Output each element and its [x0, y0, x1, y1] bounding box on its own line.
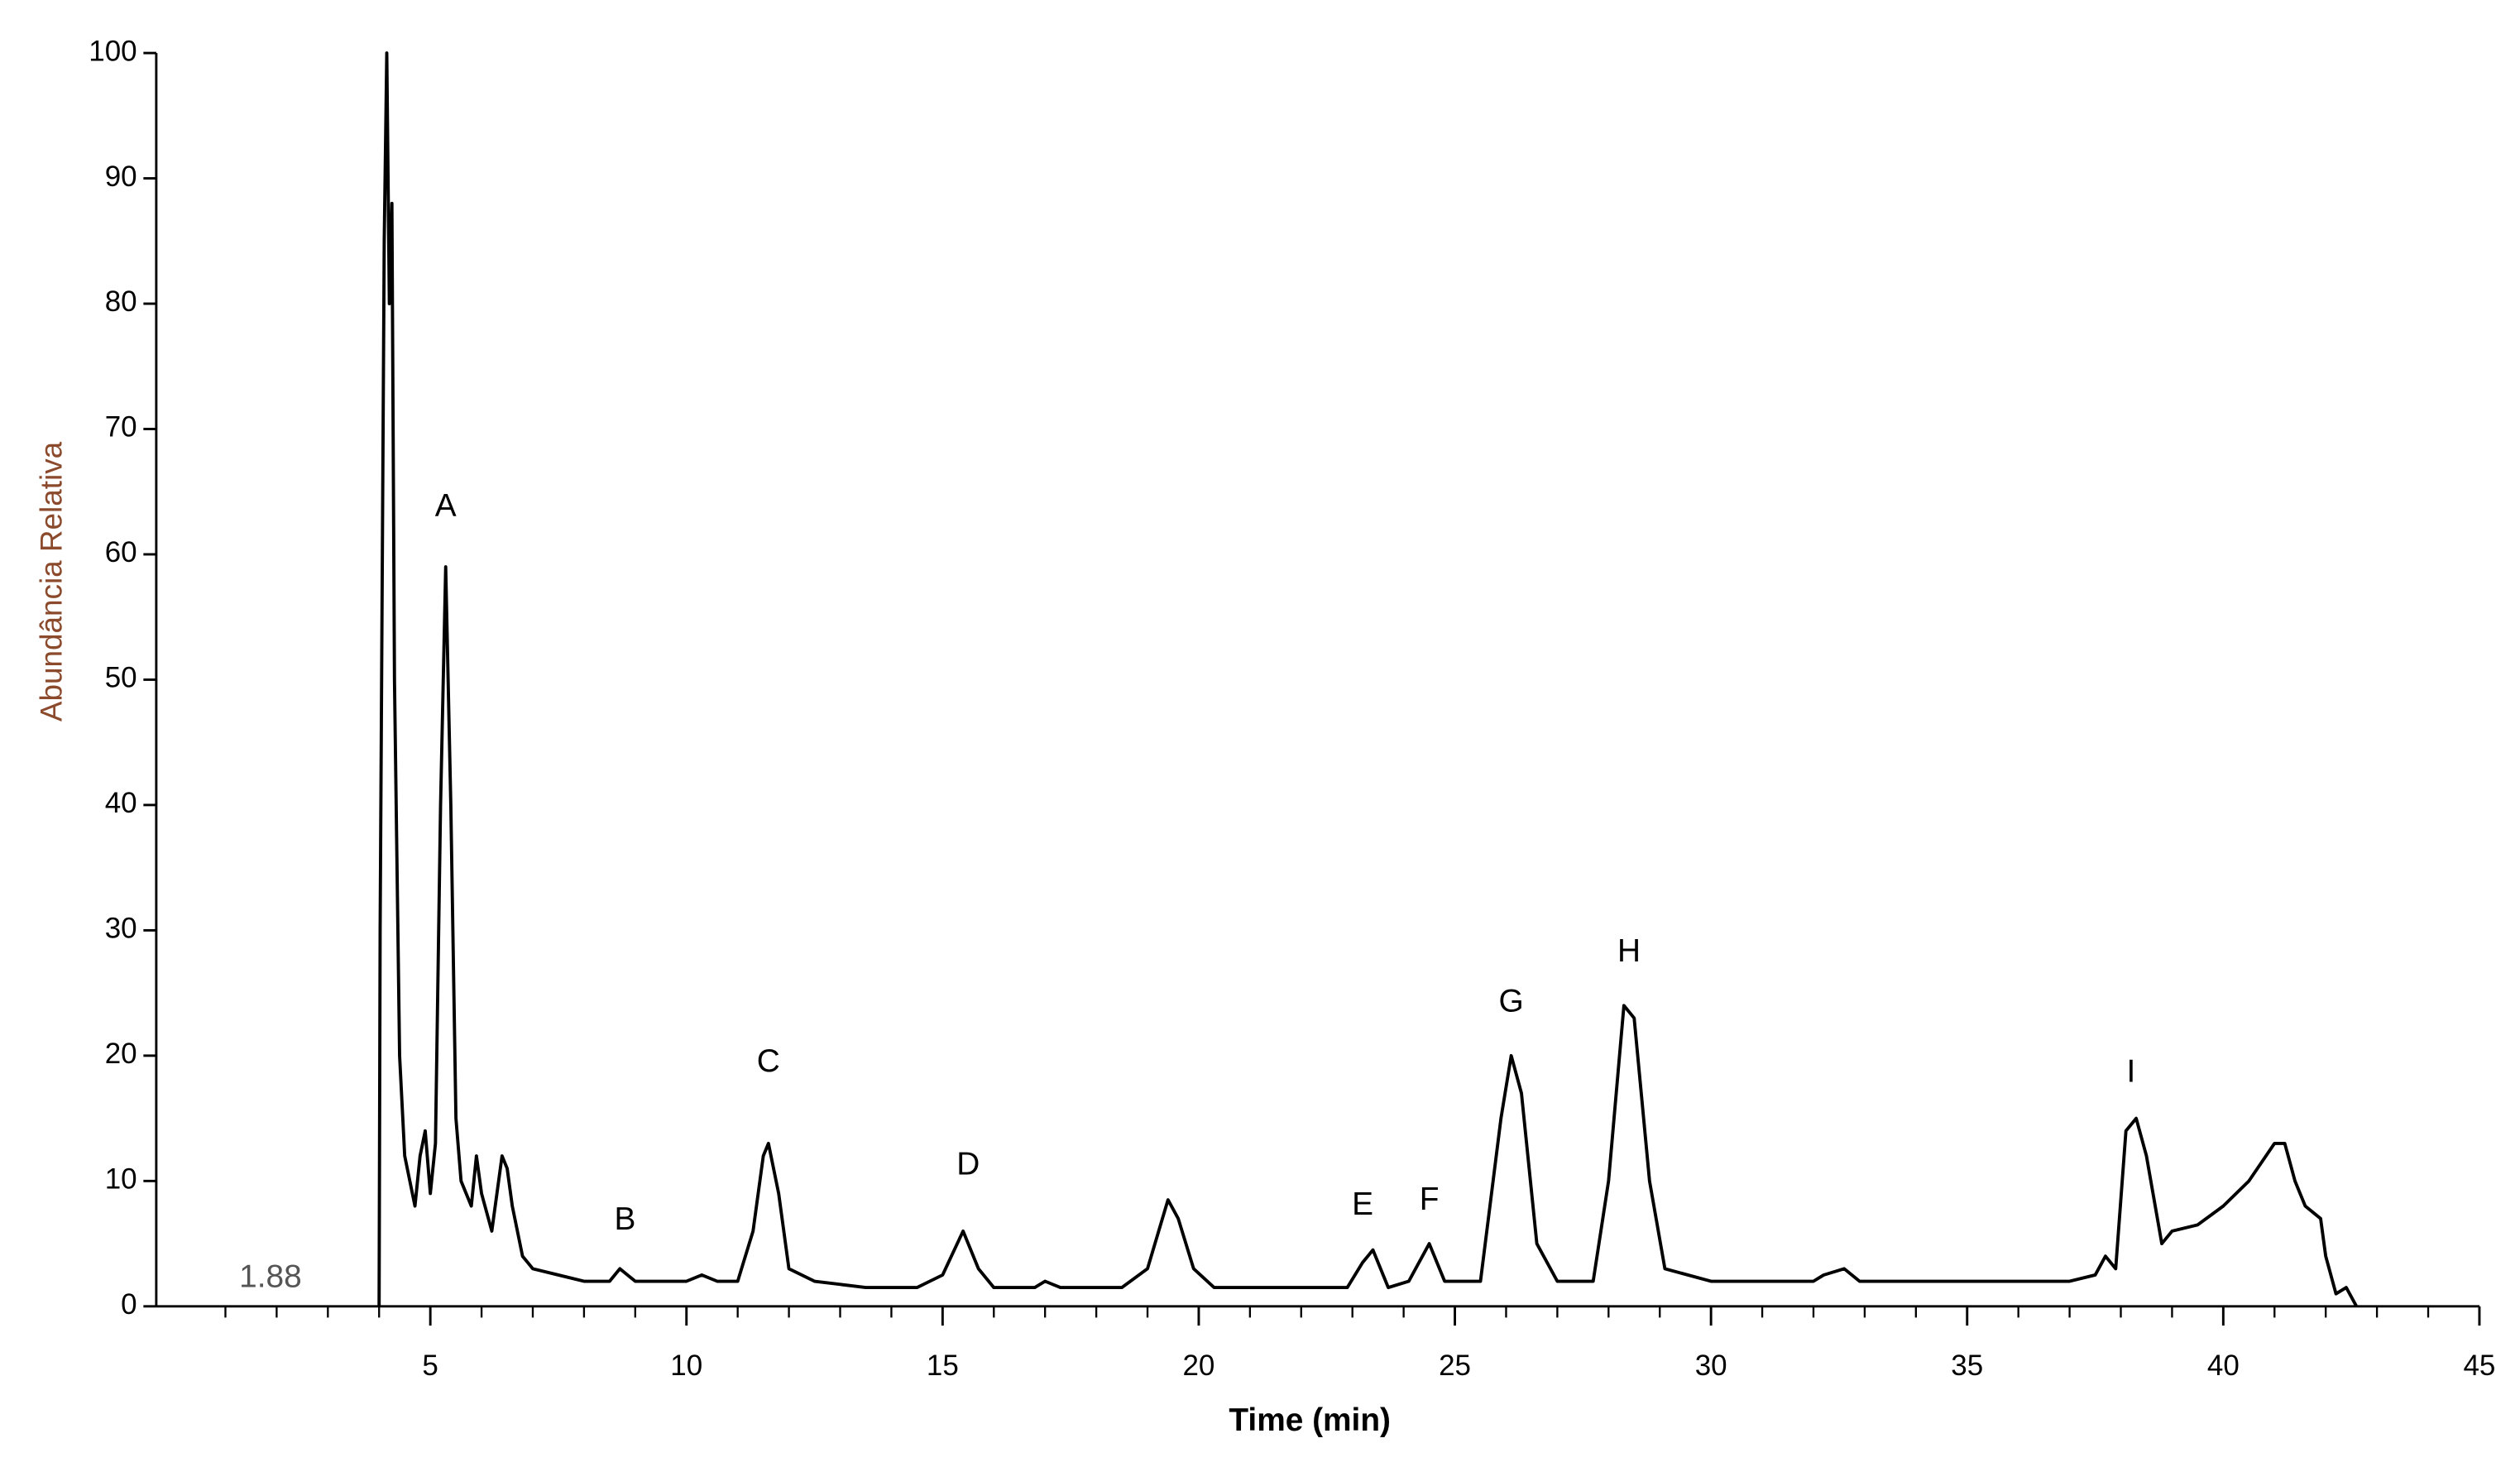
x-tick-label: 30: [1695, 1350, 1727, 1382]
y-tick-label: 60: [105, 536, 137, 568]
x-tick-label: 15: [927, 1350, 959, 1382]
y-tick-label: 50: [105, 662, 137, 694]
x-tick-label: 20: [1183, 1350, 1215, 1382]
peak-label: H: [1617, 933, 1641, 969]
peak-label: G: [1499, 983, 1524, 1019]
peak-label: A: [435, 488, 457, 524]
y-tick-label: 40: [105, 787, 137, 819]
x-tick-label: 10: [670, 1350, 702, 1382]
y-axis-label: Abundância Relativa: [34, 441, 68, 722]
x-tick-label: 25: [1439, 1350, 1471, 1382]
y-tick-label: 30: [105, 913, 137, 945]
x-tick-label: 5: [422, 1350, 438, 1382]
y-tick-label: 90: [105, 161, 137, 193]
x-tick-label: 40: [2207, 1350, 2240, 1382]
peak-label: D: [956, 1146, 980, 1182]
y-tick-label: 0: [121, 1288, 137, 1321]
peak-label: C: [757, 1043, 780, 1079]
y-tick-label: 80: [105, 285, 137, 318]
peak-label: E: [1352, 1187, 1373, 1222]
peak-label: I: [2126, 1053, 2135, 1089]
y-tick-label: 100: [89, 35, 137, 67]
y-tick-label: 10: [105, 1163, 137, 1196]
x-tick-label: 45: [2464, 1350, 2496, 1382]
y-tick-label: 70: [105, 411, 137, 443]
peak-label: F: [1420, 1182, 1440, 1217]
x-tick-label: 35: [1951, 1350, 1983, 1382]
x-axis-label: Time (min): [1229, 1402, 1391, 1438]
y-tick-label: 20: [105, 1038, 137, 1070]
peak-label: 1.88: [239, 1259, 302, 1295]
chromatogram-line: [377, 51, 2359, 1307]
peak-label: B: [614, 1201, 635, 1237]
